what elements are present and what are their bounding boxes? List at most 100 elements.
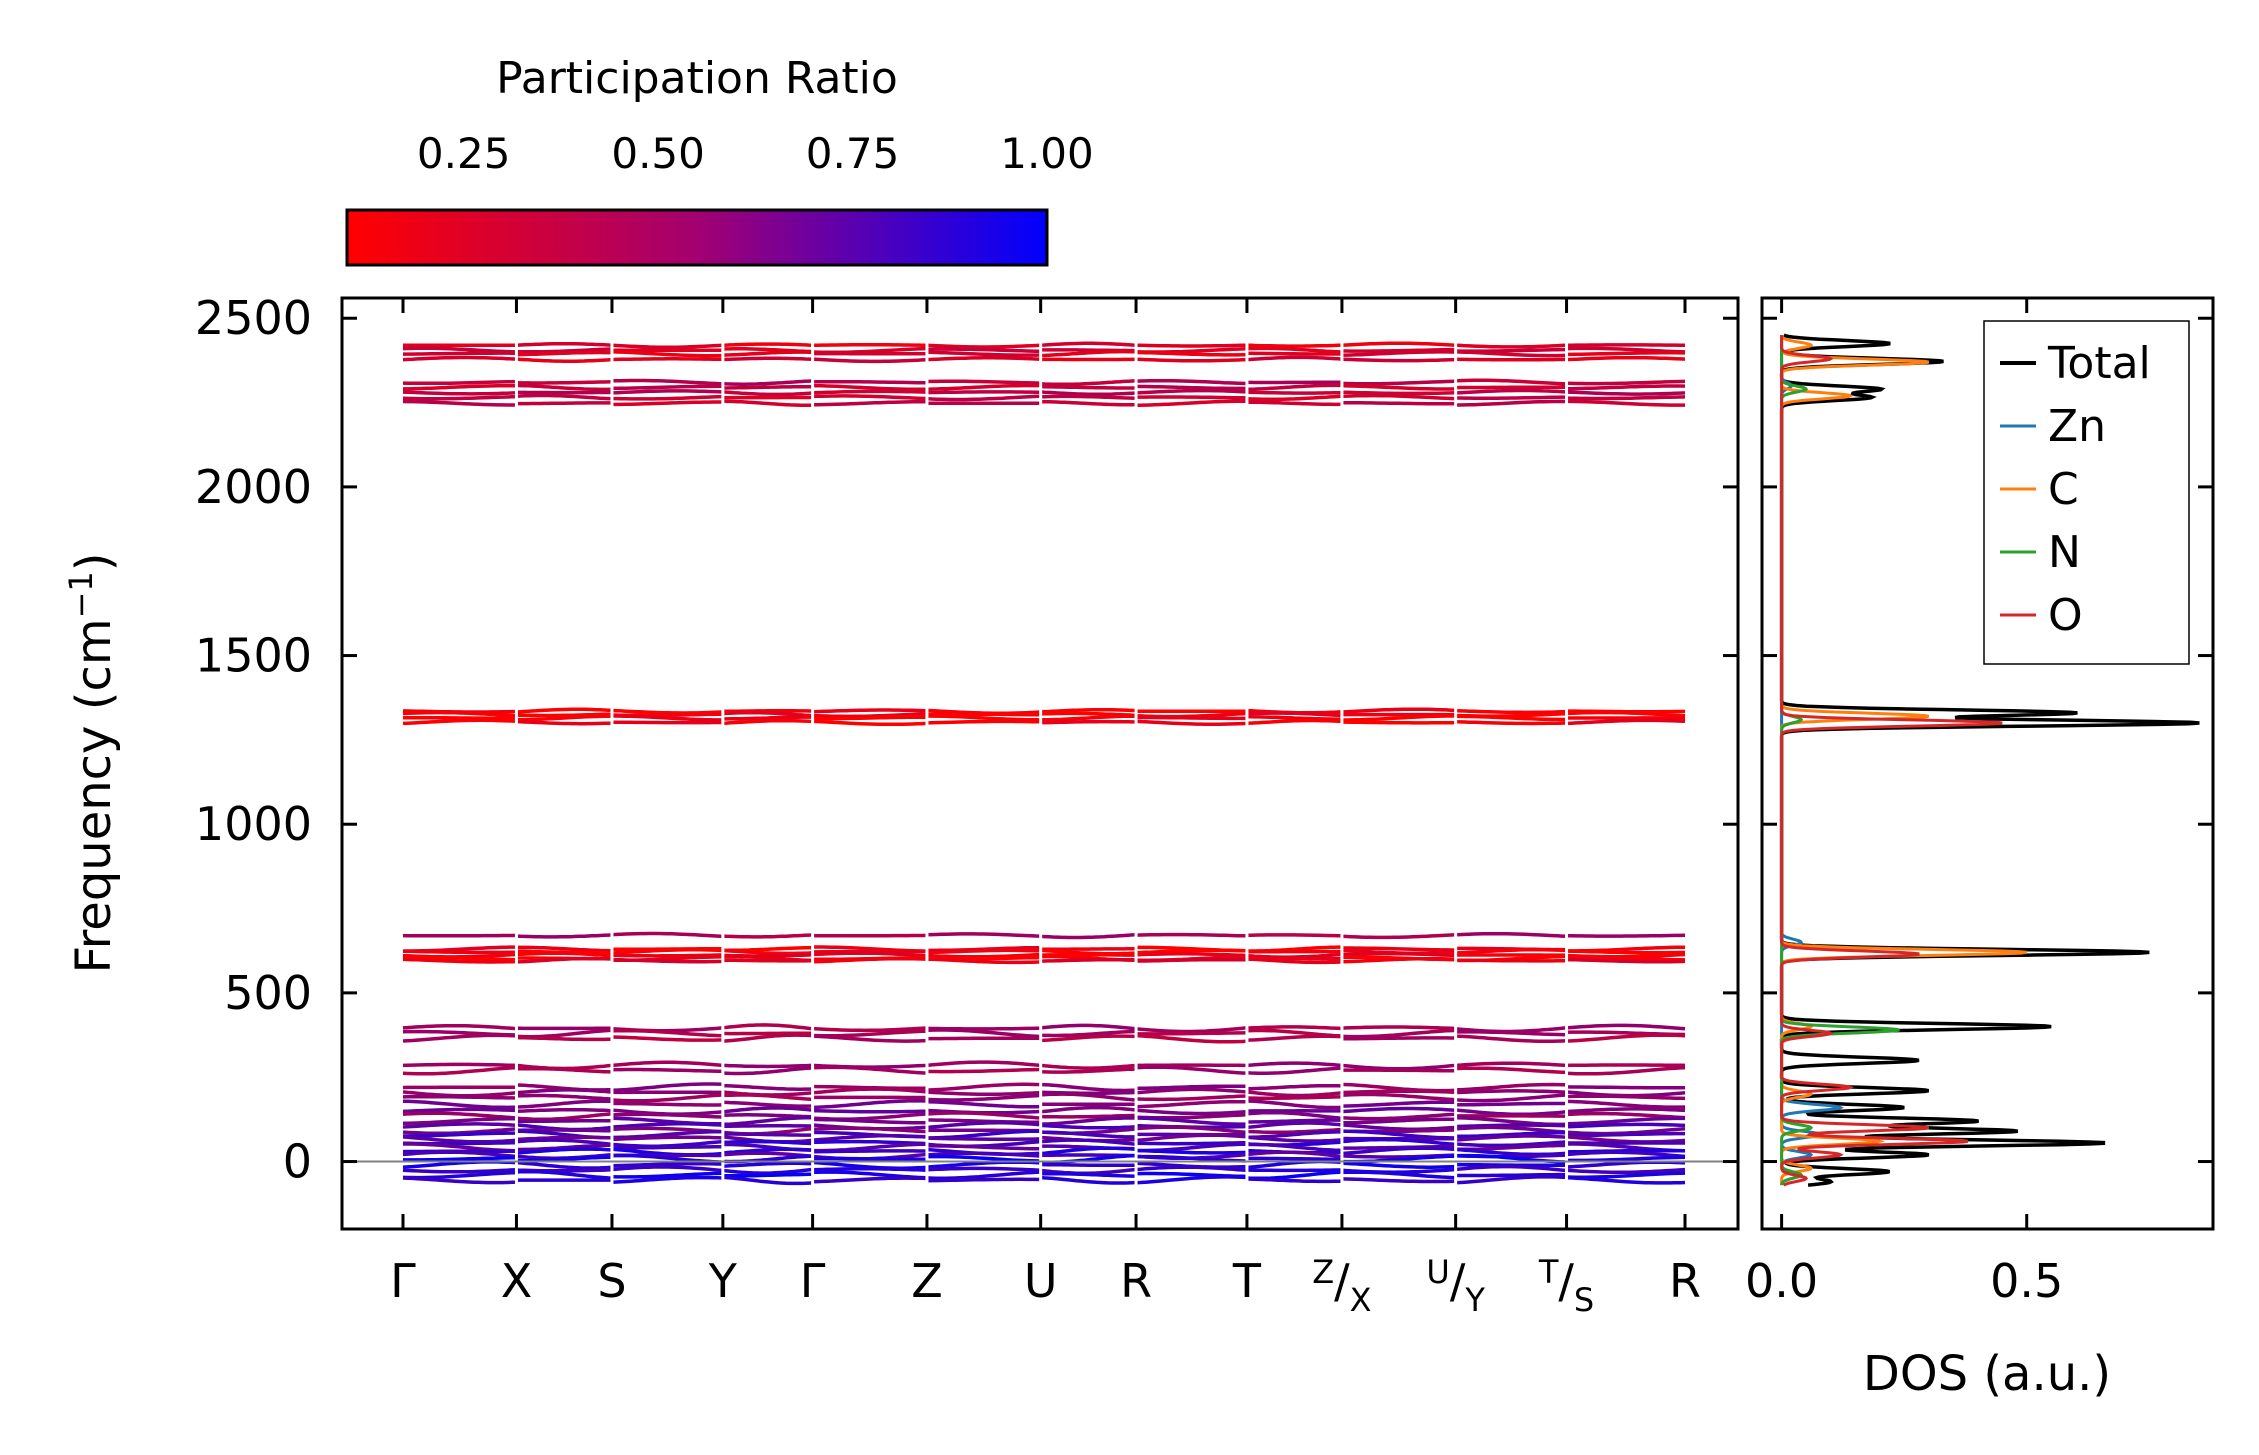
band-line: [722, 379, 813, 386]
kpath-label: S: [597, 1254, 626, 1308]
legend-label-zn: Zn: [2048, 401, 2106, 452]
band-line: [926, 1121, 1041, 1130]
band-line: [722, 390, 813, 397]
band-line: [1040, 1063, 1137, 1070]
band-line: [1566, 955, 1686, 962]
band-line: [1135, 1133, 1248, 1143]
band-line: [1566, 1023, 1686, 1031]
band-line: [722, 718, 813, 725]
band-line: [1246, 390, 1342, 395]
band-line: [516, 1155, 613, 1163]
band-line: [926, 1177, 1041, 1183]
band-line: [516, 933, 613, 939]
band-line: [611, 389, 723, 395]
dos-axis-ticks: 0.0 0.5: [1745, 298, 2213, 1308]
band-line: [1455, 947, 1567, 955]
band-line: [1341, 390, 1456, 396]
band-line: [1246, 383, 1342, 392]
band-line: [402, 710, 517, 718]
band-line: [812, 389, 928, 395]
band-line: [1246, 351, 1342, 356]
band-line: [1455, 1172, 1567, 1178]
band-line: [1246, 355, 1343, 362]
dos-x-tick-label: 0.5: [1990, 1254, 2063, 1308]
band-line: [1246, 1177, 1342, 1184]
band-line: [402, 355, 517, 362]
band-line: [1566, 1094, 1686, 1101]
band-line: [926, 379, 1041, 385]
band-line: [812, 1065, 928, 1075]
band-line: [1135, 1033, 1248, 1044]
band-line: [1455, 1066, 1567, 1075]
band-line: [402, 957, 517, 964]
band-line: [722, 958, 813, 963]
band-line: [1566, 957, 1686, 964]
band-line: [926, 350, 1041, 357]
kpath-label: T/S: [1538, 1253, 1594, 1319]
band-line: [516, 1088, 613, 1095]
band-line: [1455, 708, 1567, 715]
band-line: [516, 1035, 612, 1042]
band-line: [402, 390, 517, 396]
band-line: [403, 384, 517, 391]
dos-plot-frame: [1760, 296, 2215, 1231]
band-line: [1246, 346, 1342, 354]
band-line: [1135, 1108, 1248, 1116]
band-line: [402, 1167, 517, 1174]
band-line: [1566, 379, 1686, 386]
band-line: [516, 1112, 613, 1122]
y-tick-label: 1000: [195, 797, 312, 851]
band-line: [1455, 388, 1567, 395]
band-line: [402, 399, 517, 407]
band-line: [1246, 1061, 1343, 1068]
band-line: [611, 1060, 724, 1068]
band-line: [516, 1135, 613, 1142]
band-line: [516, 1169, 613, 1180]
band-line: [611, 357, 723, 362]
band-line: [611, 1093, 724, 1103]
band-line: [611, 1145, 723, 1150]
band-line: [1341, 1112, 1456, 1121]
y-tick-label: 2500: [195, 291, 312, 345]
band-line: [1566, 355, 1686, 362]
band-line: [1135, 1165, 1248, 1173]
band-line: [403, 955, 517, 962]
band-line: [722, 1100, 813, 1108]
band-line: [926, 383, 1041, 391]
band-line: [722, 399, 813, 408]
band-line: [1135, 719, 1247, 726]
band-line: [1455, 1061, 1567, 1068]
band-line: [812, 1149, 928, 1154]
band-line: [927, 1154, 1041, 1163]
band-line: [402, 394, 517, 401]
band-line: [927, 714, 1041, 722]
band-line: [926, 719, 1041, 725]
band-line: [1341, 357, 1456, 363]
band-line: [1040, 1034, 1137, 1043]
band-line: [516, 1128, 613, 1133]
band-line: [1341, 379, 1456, 386]
band-line: [1246, 711, 1342, 718]
band-line: [516, 719, 613, 726]
band-line: [1135, 1140, 1247, 1146]
band-line: [1341, 1100, 1456, 1108]
band-line: [1040, 1105, 1137, 1114]
band-line: [611, 384, 723, 391]
band-line: [1246, 1066, 1342, 1075]
band-line: [611, 1101, 723, 1107]
band-line: [722, 350, 813, 357]
band-line: [1341, 384, 1456, 391]
band-line: [1246, 1135, 1342, 1143]
band-line: [1341, 1068, 1456, 1073]
kpath-label: U/Y: [1426, 1253, 1485, 1319]
kpath-label: R: [1120, 1254, 1152, 1308]
band-line: [1341, 341, 1456, 347]
band-line: [1455, 1116, 1567, 1127]
band-line: [516, 1118, 612, 1124]
band-line: [926, 1093, 1041, 1102]
band-line: [1040, 385, 1136, 390]
band-line: [1455, 1147, 1567, 1157]
band-line: [1136, 1031, 1247, 1036]
dos-x-axis-label: DOS (a.u.): [1863, 1346, 2111, 1402]
band-line: [1246, 718, 1342, 726]
